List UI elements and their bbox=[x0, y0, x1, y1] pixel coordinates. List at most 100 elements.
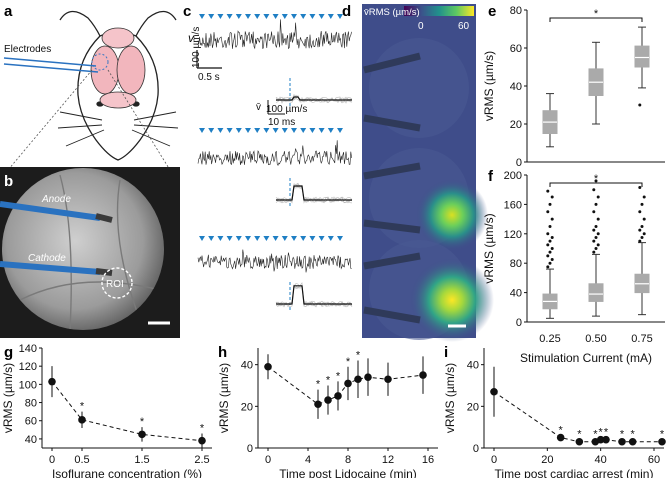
x-tick-label: 1.5 bbox=[134, 454, 149, 466]
box-outlier bbox=[594, 235, 598, 239]
data-point bbox=[324, 396, 332, 404]
stimulus-marker bbox=[263, 128, 270, 133]
box-outlier bbox=[638, 239, 642, 243]
stimulus-marker bbox=[327, 236, 334, 241]
significance-star: * bbox=[356, 350, 361, 362]
data-point bbox=[556, 433, 565, 442]
box-outlier bbox=[638, 210, 642, 214]
significance-star: * bbox=[80, 401, 85, 413]
data-point bbox=[490, 387, 498, 396]
significance-star: * bbox=[140, 416, 145, 428]
box-outlier bbox=[546, 254, 550, 258]
x-tick-label: 20 bbox=[541, 454, 553, 466]
panel-label-g: g bbox=[4, 344, 13, 361]
box-outlier bbox=[550, 235, 554, 239]
box-outlier bbox=[596, 195, 600, 199]
box-outlier bbox=[594, 202, 598, 206]
y-axis-label: vRMS (µm/s) bbox=[443, 363, 457, 433]
x-axis-label: Time post Lidocaine (min) bbox=[279, 467, 417, 478]
data-point bbox=[628, 437, 637, 446]
inset-time-scale-label: 10 ms bbox=[268, 117, 295, 128]
stimulus-marker bbox=[254, 236, 261, 241]
ear-left bbox=[59, 10, 101, 37]
significance-star: * bbox=[577, 429, 582, 441]
significance-star: * bbox=[604, 427, 609, 439]
electrodes-label: Electrodes bbox=[4, 44, 51, 55]
y-axis-label: vRMS (µm/s) bbox=[482, 213, 496, 283]
data-point bbox=[138, 430, 146, 439]
electrode-shadow bbox=[363, 162, 421, 180]
panel-label-f: f bbox=[488, 168, 494, 185]
electrode-line-2 bbox=[3, 63, 99, 73]
stimulus-marker bbox=[300, 128, 307, 133]
box-outlier bbox=[550, 195, 554, 199]
significance-star: * bbox=[336, 370, 341, 382]
y-tick-label: 80 bbox=[25, 398, 37, 410]
y-tick-label: 40 bbox=[510, 81, 522, 93]
mean-trace bbox=[276, 96, 352, 101]
x-tick-label: 0.25 bbox=[539, 333, 560, 345]
stimulus-marker bbox=[217, 14, 224, 19]
y-tick-label: 0 bbox=[247, 443, 253, 455]
x-tick-label: 0 bbox=[491, 454, 497, 466]
panel-label-i: i bbox=[444, 344, 448, 361]
panel-b: b Anode Cathode ROI bbox=[0, 167, 180, 338]
velocity-trace bbox=[197, 19, 352, 50]
box-outlier bbox=[642, 232, 646, 236]
data-point bbox=[48, 377, 56, 386]
panel-label-e: e bbox=[488, 3, 496, 20]
box-outlier bbox=[592, 210, 596, 214]
box-outlier bbox=[640, 224, 644, 228]
cerebellum bbox=[99, 91, 137, 109]
y-tick-label: 120 bbox=[19, 361, 37, 373]
cathode-electrode bbox=[0, 261, 113, 276]
y-tick-label: 140 bbox=[19, 343, 37, 355]
stimulus-marker bbox=[309, 236, 316, 241]
y-tick-label: 20 bbox=[510, 119, 522, 131]
whiskers bbox=[57, 111, 179, 147]
vessel bbox=[19, 281, 161, 301]
mouse-schematic bbox=[57, 10, 179, 161]
data-point bbox=[314, 400, 322, 409]
anode-label: Anode bbox=[41, 194, 71, 205]
box-outlier bbox=[638, 185, 642, 189]
x-tick-label: 40 bbox=[595, 454, 607, 466]
x-tick-label: 0 bbox=[49, 454, 55, 466]
cranial-window-image bbox=[2, 168, 164, 330]
data-point bbox=[419, 371, 427, 379]
significance-star: * bbox=[594, 8, 599, 20]
box-outlier bbox=[548, 224, 552, 228]
box-outlier bbox=[550, 247, 554, 250]
y-tick-label: 100 bbox=[19, 379, 37, 391]
data-point bbox=[334, 392, 342, 400]
box-outlier bbox=[592, 228, 596, 232]
electrode-shadow bbox=[363, 114, 421, 132]
data-point bbox=[78, 416, 86, 424]
trace-time-scale-label: 0.5 s bbox=[198, 72, 220, 83]
stimulus-marker bbox=[217, 236, 224, 241]
inset-y-scale-label: 100 µm/s bbox=[266, 104, 307, 115]
x-tick-label: 12 bbox=[382, 454, 394, 466]
mean-trace bbox=[276, 285, 352, 305]
significance-bracket bbox=[549, 17, 643, 22]
y-tick-label: 80 bbox=[510, 5, 522, 17]
x-tick-label: 4 bbox=[305, 454, 311, 466]
x-tick-label: 0.50 bbox=[585, 333, 606, 345]
x-tick-label: 0.5 bbox=[74, 454, 89, 466]
box-outlier bbox=[642, 195, 646, 199]
box-outlier bbox=[548, 250, 552, 254]
colorbar bbox=[404, 6, 474, 16]
stimulus-marker bbox=[226, 128, 233, 133]
panel-label-h: h bbox=[218, 344, 227, 361]
stimulus-marker bbox=[208, 128, 215, 133]
box-outlier bbox=[546, 210, 550, 214]
y-tick-label: 60 bbox=[510, 43, 522, 55]
panel-d: d v̄RMS (µm/s) 0 60 bbox=[342, 3, 494, 342]
stimulus-marker bbox=[254, 14, 261, 19]
inset-y-symbol: v̄ bbox=[256, 102, 261, 113]
stimulus-marker bbox=[245, 14, 251, 19]
panel-c: c v 100 µm/s 0.5 s v̄ 100 µm/s 10 ms bbox=[183, 3, 353, 312]
significance-star: * bbox=[316, 379, 321, 391]
box-outlier bbox=[596, 232, 600, 236]
x-tick-label: 2.5 bbox=[194, 454, 209, 466]
